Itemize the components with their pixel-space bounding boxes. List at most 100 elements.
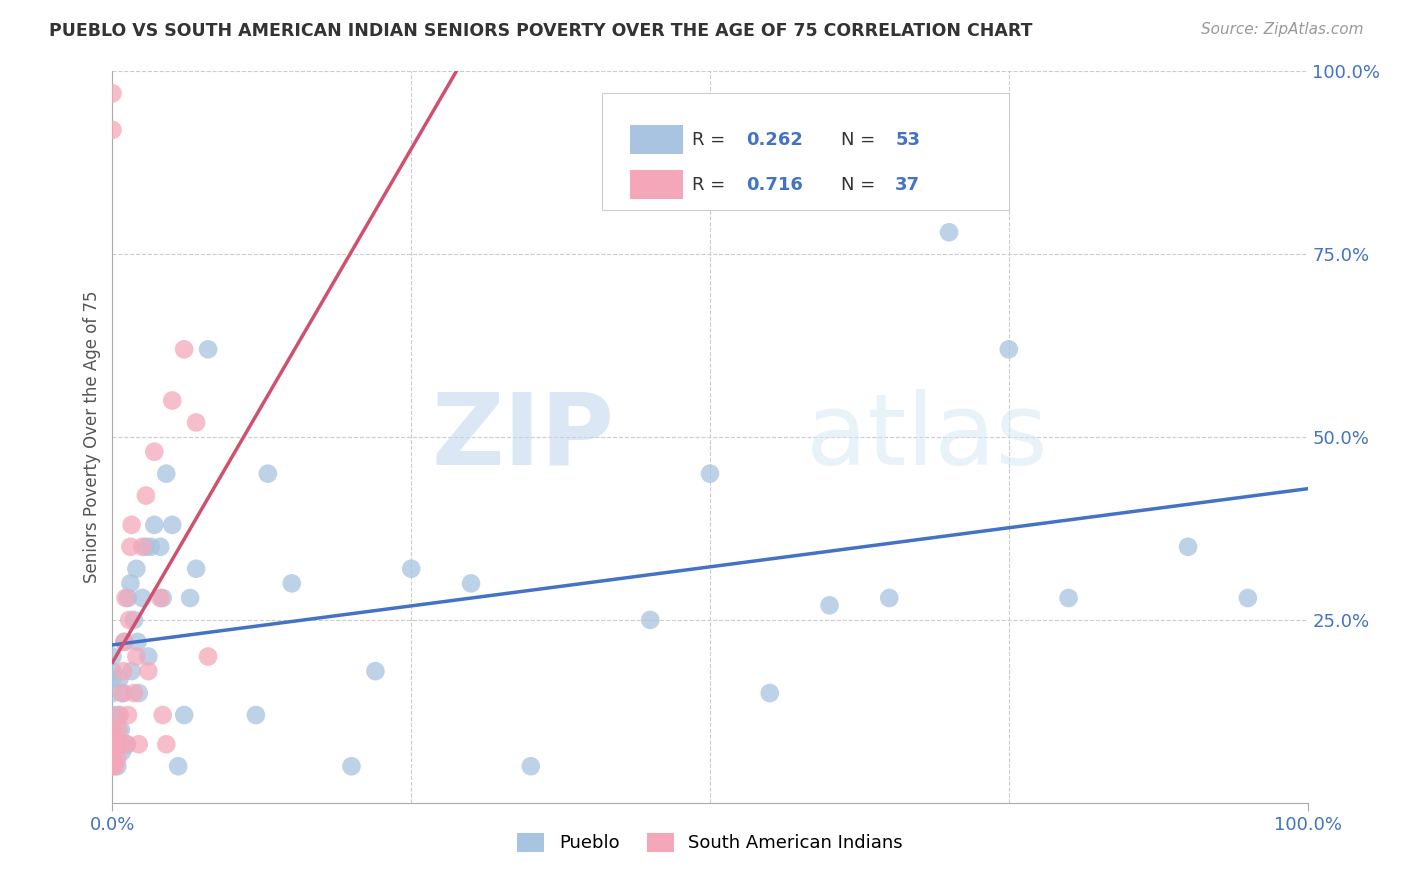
Point bbox=[101, 708, 124, 723]
Point bbox=[112, 686, 135, 700]
Point bbox=[110, 723, 132, 737]
Point bbox=[155, 737, 177, 751]
Point bbox=[152, 708, 174, 723]
Point bbox=[197, 649, 219, 664]
Point bbox=[114, 591, 136, 605]
Point bbox=[115, 737, 138, 751]
Point bbox=[108, 672, 131, 686]
Point bbox=[173, 343, 195, 357]
Text: 37: 37 bbox=[896, 176, 921, 194]
Point bbox=[101, 759, 124, 773]
Point bbox=[107, 723, 129, 737]
Point bbox=[105, 759, 128, 773]
Point bbox=[101, 123, 124, 137]
Point bbox=[149, 591, 172, 605]
Point bbox=[114, 635, 135, 649]
Text: atlas: atlas bbox=[806, 389, 1047, 485]
Point bbox=[135, 540, 157, 554]
Text: R =: R = bbox=[692, 176, 731, 194]
Point bbox=[110, 737, 132, 751]
Point bbox=[186, 562, 208, 576]
Point bbox=[128, 686, 150, 700]
Point bbox=[162, 393, 183, 408]
Text: 53: 53 bbox=[896, 130, 921, 149]
Point bbox=[138, 649, 160, 664]
Point bbox=[245, 708, 267, 723]
Point bbox=[101, 672, 124, 686]
Legend: Pueblo, South American Indians: Pueblo, South American Indians bbox=[510, 826, 910, 860]
Point bbox=[1177, 540, 1199, 554]
Point bbox=[197, 343, 219, 357]
Point bbox=[699, 467, 721, 481]
Point bbox=[879, 591, 901, 605]
Point bbox=[131, 591, 153, 605]
Point bbox=[101, 745, 124, 759]
Text: R =: R = bbox=[692, 130, 731, 149]
Point bbox=[101, 686, 124, 700]
Point bbox=[101, 664, 124, 678]
Point bbox=[105, 737, 128, 751]
Text: PUEBLO VS SOUTH AMERICAN INDIAN SENIORS POVERTY OVER THE AGE OF 75 CORRELATION C: PUEBLO VS SOUTH AMERICAN INDIAN SENIORS … bbox=[49, 22, 1033, 40]
Point bbox=[1057, 591, 1080, 605]
Point bbox=[460, 576, 482, 591]
Point bbox=[101, 730, 124, 744]
Point bbox=[135, 489, 157, 503]
Point bbox=[112, 664, 135, 678]
Point bbox=[998, 343, 1021, 357]
Point bbox=[162, 517, 183, 532]
Text: 0.262: 0.262 bbox=[747, 130, 803, 149]
Text: ZIP: ZIP bbox=[432, 389, 614, 485]
FancyBboxPatch shape bbox=[630, 170, 682, 199]
Point bbox=[131, 540, 153, 554]
Point bbox=[117, 591, 139, 605]
Point bbox=[167, 759, 190, 773]
Text: 0.716: 0.716 bbox=[747, 176, 803, 194]
Point bbox=[640, 613, 662, 627]
Point bbox=[143, 517, 166, 532]
Text: N =: N = bbox=[842, 130, 882, 149]
Point bbox=[759, 686, 782, 700]
Point bbox=[121, 664, 143, 678]
Point bbox=[101, 87, 124, 101]
Point bbox=[155, 467, 177, 481]
Point bbox=[122, 613, 145, 627]
Text: Source: ZipAtlas.com: Source: ZipAtlas.com bbox=[1201, 22, 1364, 37]
Point bbox=[139, 540, 162, 554]
Point bbox=[104, 759, 127, 773]
Point bbox=[125, 562, 148, 576]
Point bbox=[101, 752, 124, 766]
Point bbox=[1237, 591, 1260, 605]
Point bbox=[114, 635, 135, 649]
Point bbox=[152, 591, 174, 605]
Point bbox=[105, 752, 128, 766]
Point bbox=[179, 591, 201, 605]
Point bbox=[120, 576, 142, 591]
Point bbox=[105, 737, 128, 751]
Point bbox=[149, 540, 172, 554]
Point bbox=[108, 708, 131, 723]
Point bbox=[128, 737, 150, 751]
Point bbox=[121, 517, 143, 532]
FancyBboxPatch shape bbox=[603, 94, 1010, 211]
Point bbox=[101, 649, 124, 664]
Point bbox=[281, 576, 304, 591]
Y-axis label: Seniors Poverty Over the Age of 75: Seniors Poverty Over the Age of 75 bbox=[83, 291, 101, 583]
Point bbox=[118, 613, 141, 627]
FancyBboxPatch shape bbox=[630, 125, 682, 153]
Point bbox=[173, 708, 195, 723]
Point bbox=[818, 599, 841, 613]
Point bbox=[127, 635, 149, 649]
Point bbox=[401, 562, 423, 576]
Point bbox=[125, 649, 148, 664]
Point bbox=[120, 540, 142, 554]
Point bbox=[364, 664, 387, 678]
Point bbox=[117, 708, 139, 723]
Point bbox=[111, 745, 134, 759]
Point bbox=[520, 759, 543, 773]
Point bbox=[122, 686, 145, 700]
Point bbox=[107, 708, 129, 723]
Text: N =: N = bbox=[842, 176, 882, 194]
Point bbox=[186, 416, 208, 430]
Point bbox=[938, 225, 960, 239]
Point bbox=[257, 467, 280, 481]
